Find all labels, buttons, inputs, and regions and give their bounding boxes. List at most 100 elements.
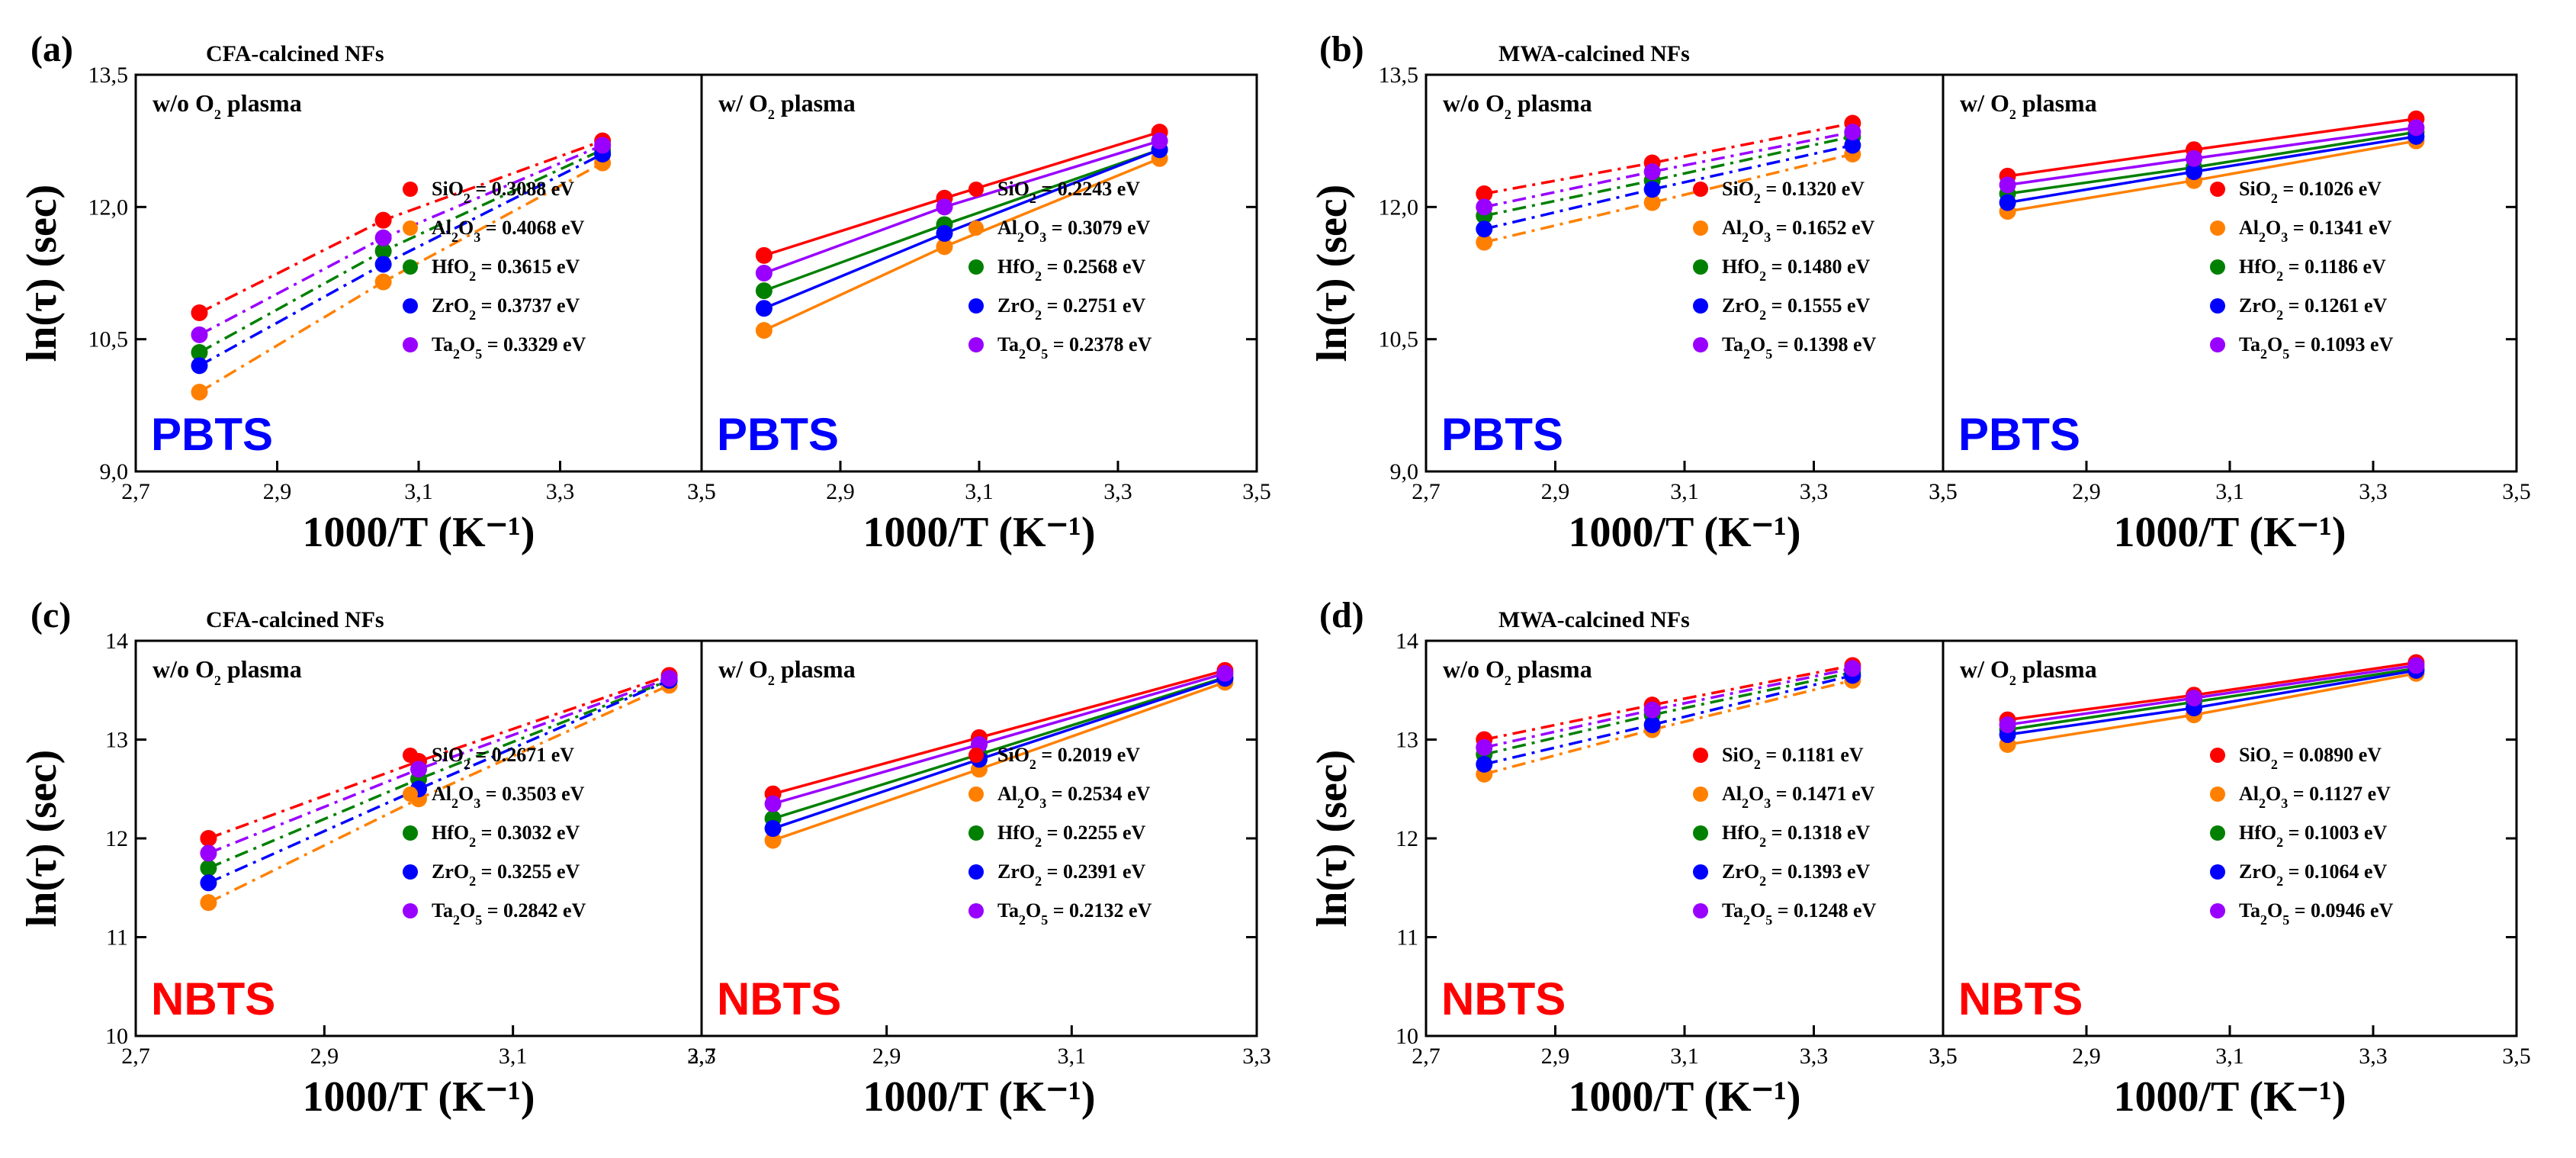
- legend-label: HfO2 = 0.1480 eV: [1722, 256, 1870, 284]
- data-point-Ta2O5: [1999, 176, 2016, 194]
- x-axis-title: 1000/T (K⁻¹): [862, 1073, 1095, 1121]
- legend-label: ZrO2 = 0.1555 eV: [1722, 294, 1870, 323]
- series-line-Al2O3: [2007, 672, 2417, 746]
- legend-label: Al2O3 = 0.3079 eV: [997, 217, 1151, 245]
- series-line-HfO2: [1483, 135, 1853, 217]
- x-tick-label: 3,1: [2215, 1044, 2244, 1069]
- legend-label: ZrO2 = 0.2391 eV: [997, 860, 1145, 889]
- stress-label: NBTS: [151, 973, 275, 1025]
- legend-label: SiO2 = 0.1181 eV: [1722, 744, 1864, 772]
- data-point-ZrO2: [764, 820, 782, 838]
- legend-label: HfO2 = 0.1003 eV: [2239, 822, 2387, 850]
- panel-b: (b) MWA-calcined NFs ln(τ) (sec) 9,0 10,5 12,…: [1309, 29, 2531, 556]
- legend-label: Al2O3 = 0.1471 eV: [1722, 783, 1875, 811]
- legend-marker-Ta2O5: [1693, 903, 1708, 918]
- x-tick-label: 3,5: [1242, 479, 1271, 504]
- data-point-Ta2O5: [1844, 660, 1861, 677]
- panel-header: MWA-calcined NFs: [1498, 41, 1690, 66]
- subpanel-without-plasma: w/o O2 plasma 2,7 2,9 3,1 3,3 3,5 1000/T (K⁻¹)…: [121, 73, 716, 556]
- y-tick-label: 13,5: [88, 63, 129, 88]
- panel-letter: (c): [31, 595, 71, 635]
- data-point-HfO2: [374, 243, 392, 260]
- stress-label: PBTS: [1958, 409, 2080, 460]
- legend-label: ZrO2 = 0.1064 eV: [2239, 860, 2387, 889]
- data-point-ZrO2: [191, 357, 208, 375]
- legend-label: Ta2O5 = 0.2132 eV: [997, 899, 1152, 928]
- subpanel-title: w/o O2 plasma: [1443, 655, 1592, 688]
- y-tick-label: 11: [106, 925, 128, 951]
- data-point-Al2O3: [200, 894, 217, 912]
- x-tick-label: 3,5: [2502, 1044, 2531, 1069]
- subpanel-with-plasma: w/ O2 plasma 3,5 2,9 3,1 3,3 3,5 1000/T (K⁻¹) S…: [1929, 639, 2531, 1121]
- x-tick-label: 3,1: [1058, 1044, 1087, 1069]
- x-tick-label: 2,7: [1412, 479, 1441, 504]
- data-point-Ta2O5: [200, 844, 217, 862]
- y-axis-title: ln(τ) (sec): [18, 750, 66, 928]
- panel-c: (c) CFA-calcined NFs ln(τ) (sec) 10 11 12 13 14…: [18, 595, 1271, 1121]
- legend-marker-Al2O3: [968, 786, 984, 802]
- x-axis-title: 1000/T (K⁻¹): [2113, 1073, 2346, 1121]
- legend-marker-HfO2: [403, 259, 418, 275]
- x-tick-label: 2,9: [826, 479, 855, 504]
- y-tick-label: 11: [1396, 925, 1418, 951]
- data-point-Ta2O5: [2186, 690, 2202, 707]
- x-tick-label: 3,5: [2502, 479, 2531, 504]
- panel-header: CFA-calcined NFs: [206, 41, 384, 66]
- legend-marker-Ta2O5: [968, 337, 984, 352]
- y-tick-label: 13: [105, 728, 128, 753]
- legend-label: ZrO2 = 0.1393 eV: [1722, 860, 1870, 889]
- y-axis-title: ln(τ) (sec): [1309, 185, 1356, 362]
- subpanel-title: w/o O2 plasma: [153, 655, 302, 688]
- x-tick-label: 2,7: [121, 1044, 150, 1069]
- legend-label: ZrO2 = 0.3255 eV: [432, 860, 580, 889]
- legend-label: HfO2 = 0.3615 eV: [432, 256, 580, 284]
- legend-marker-HfO2: [2210, 825, 2225, 841]
- stress-label: PBTS: [151, 409, 273, 460]
- y-tick-label: 12,0: [88, 195, 129, 220]
- legend-label: HfO2 = 0.1186 eV: [2239, 256, 2386, 284]
- subpanel-title: w/ O2 plasma: [718, 89, 856, 122]
- data-point-ZrO2: [1476, 220, 1493, 238]
- data-point-Al2O3: [1643, 194, 1661, 211]
- legend-marker-Al2O3: [403, 786, 418, 802]
- data-point-Al2O3: [764, 832, 782, 849]
- legend-marker-Al2O3: [403, 220, 418, 236]
- x-tick-label: 3,3: [1800, 1044, 1829, 1069]
- legend-marker-Al2O3: [2210, 786, 2225, 802]
- subpanel-with-plasma: w/ O2 plasma 2,7 2,9 3,1 3,3 1000/T (K⁻¹) SiO2…: [687, 639, 1271, 1121]
- legend-marker-SiO2: [1693, 748, 1708, 763]
- panel-letter: (a): [31, 29, 73, 69]
- series-line-ZrO2: [207, 679, 670, 884]
- legend-marker-SiO2: [968, 748, 984, 763]
- data-point-SiO2: [200, 830, 217, 847]
- series-line-Ta2O5: [763, 139, 1161, 275]
- data-point-Ta2O5: [2407, 657, 2425, 674]
- legend-marker-Al2O3: [1693, 220, 1708, 236]
- legend-marker-Ta2O5: [2210, 903, 2225, 918]
- panel-letter: (d): [1319, 595, 1364, 635]
- legend-marker-HfO2: [968, 825, 984, 841]
- data-point-Ta2O5: [374, 229, 392, 246]
- legend-label: Al2O3 = 0.1127 eV: [2239, 783, 2391, 811]
- data-point-Ta2O5: [1476, 738, 1493, 756]
- data-point-SiO2: [191, 304, 208, 321]
- legend-marker-Ta2O5: [2210, 337, 2225, 352]
- stress-label: NBTS: [1958, 973, 2083, 1025]
- y-tick-label: 10: [1396, 1024, 1418, 1049]
- legend-label: Ta2O5 = 0.1248 eV: [1722, 899, 1877, 928]
- data-point-ZrO2: [755, 300, 772, 317]
- subpanel-title: w/o O2 plasma: [153, 89, 302, 122]
- legend-marker-ZrO2: [968, 864, 984, 880]
- series-line-SiO2: [772, 669, 1225, 796]
- subpanel-title: w/ O2 plasma: [1960, 655, 2097, 688]
- subpanel-without-plasma: w/o O2 plasma 2,7 2,9 3,1 3,3 1000/T (K⁻¹) SiO…: [121, 639, 716, 1121]
- data-point-Ta2O5: [660, 670, 678, 687]
- legend-marker-ZrO2: [2210, 864, 2225, 880]
- x-tick-label: 2,7: [687, 1044, 716, 1069]
- legend-marker-Al2O3: [1693, 786, 1708, 802]
- legend-label: ZrO2 = 0.1261 eV: [2239, 294, 2387, 323]
- stress-label: NBTS: [1441, 973, 1566, 1025]
- legend-label: Al2O3 = 0.4068 eV: [432, 217, 585, 245]
- x-tick-label: 3,3: [687, 1044, 716, 1069]
- subpanel-title: w/ O2 plasma: [718, 655, 856, 688]
